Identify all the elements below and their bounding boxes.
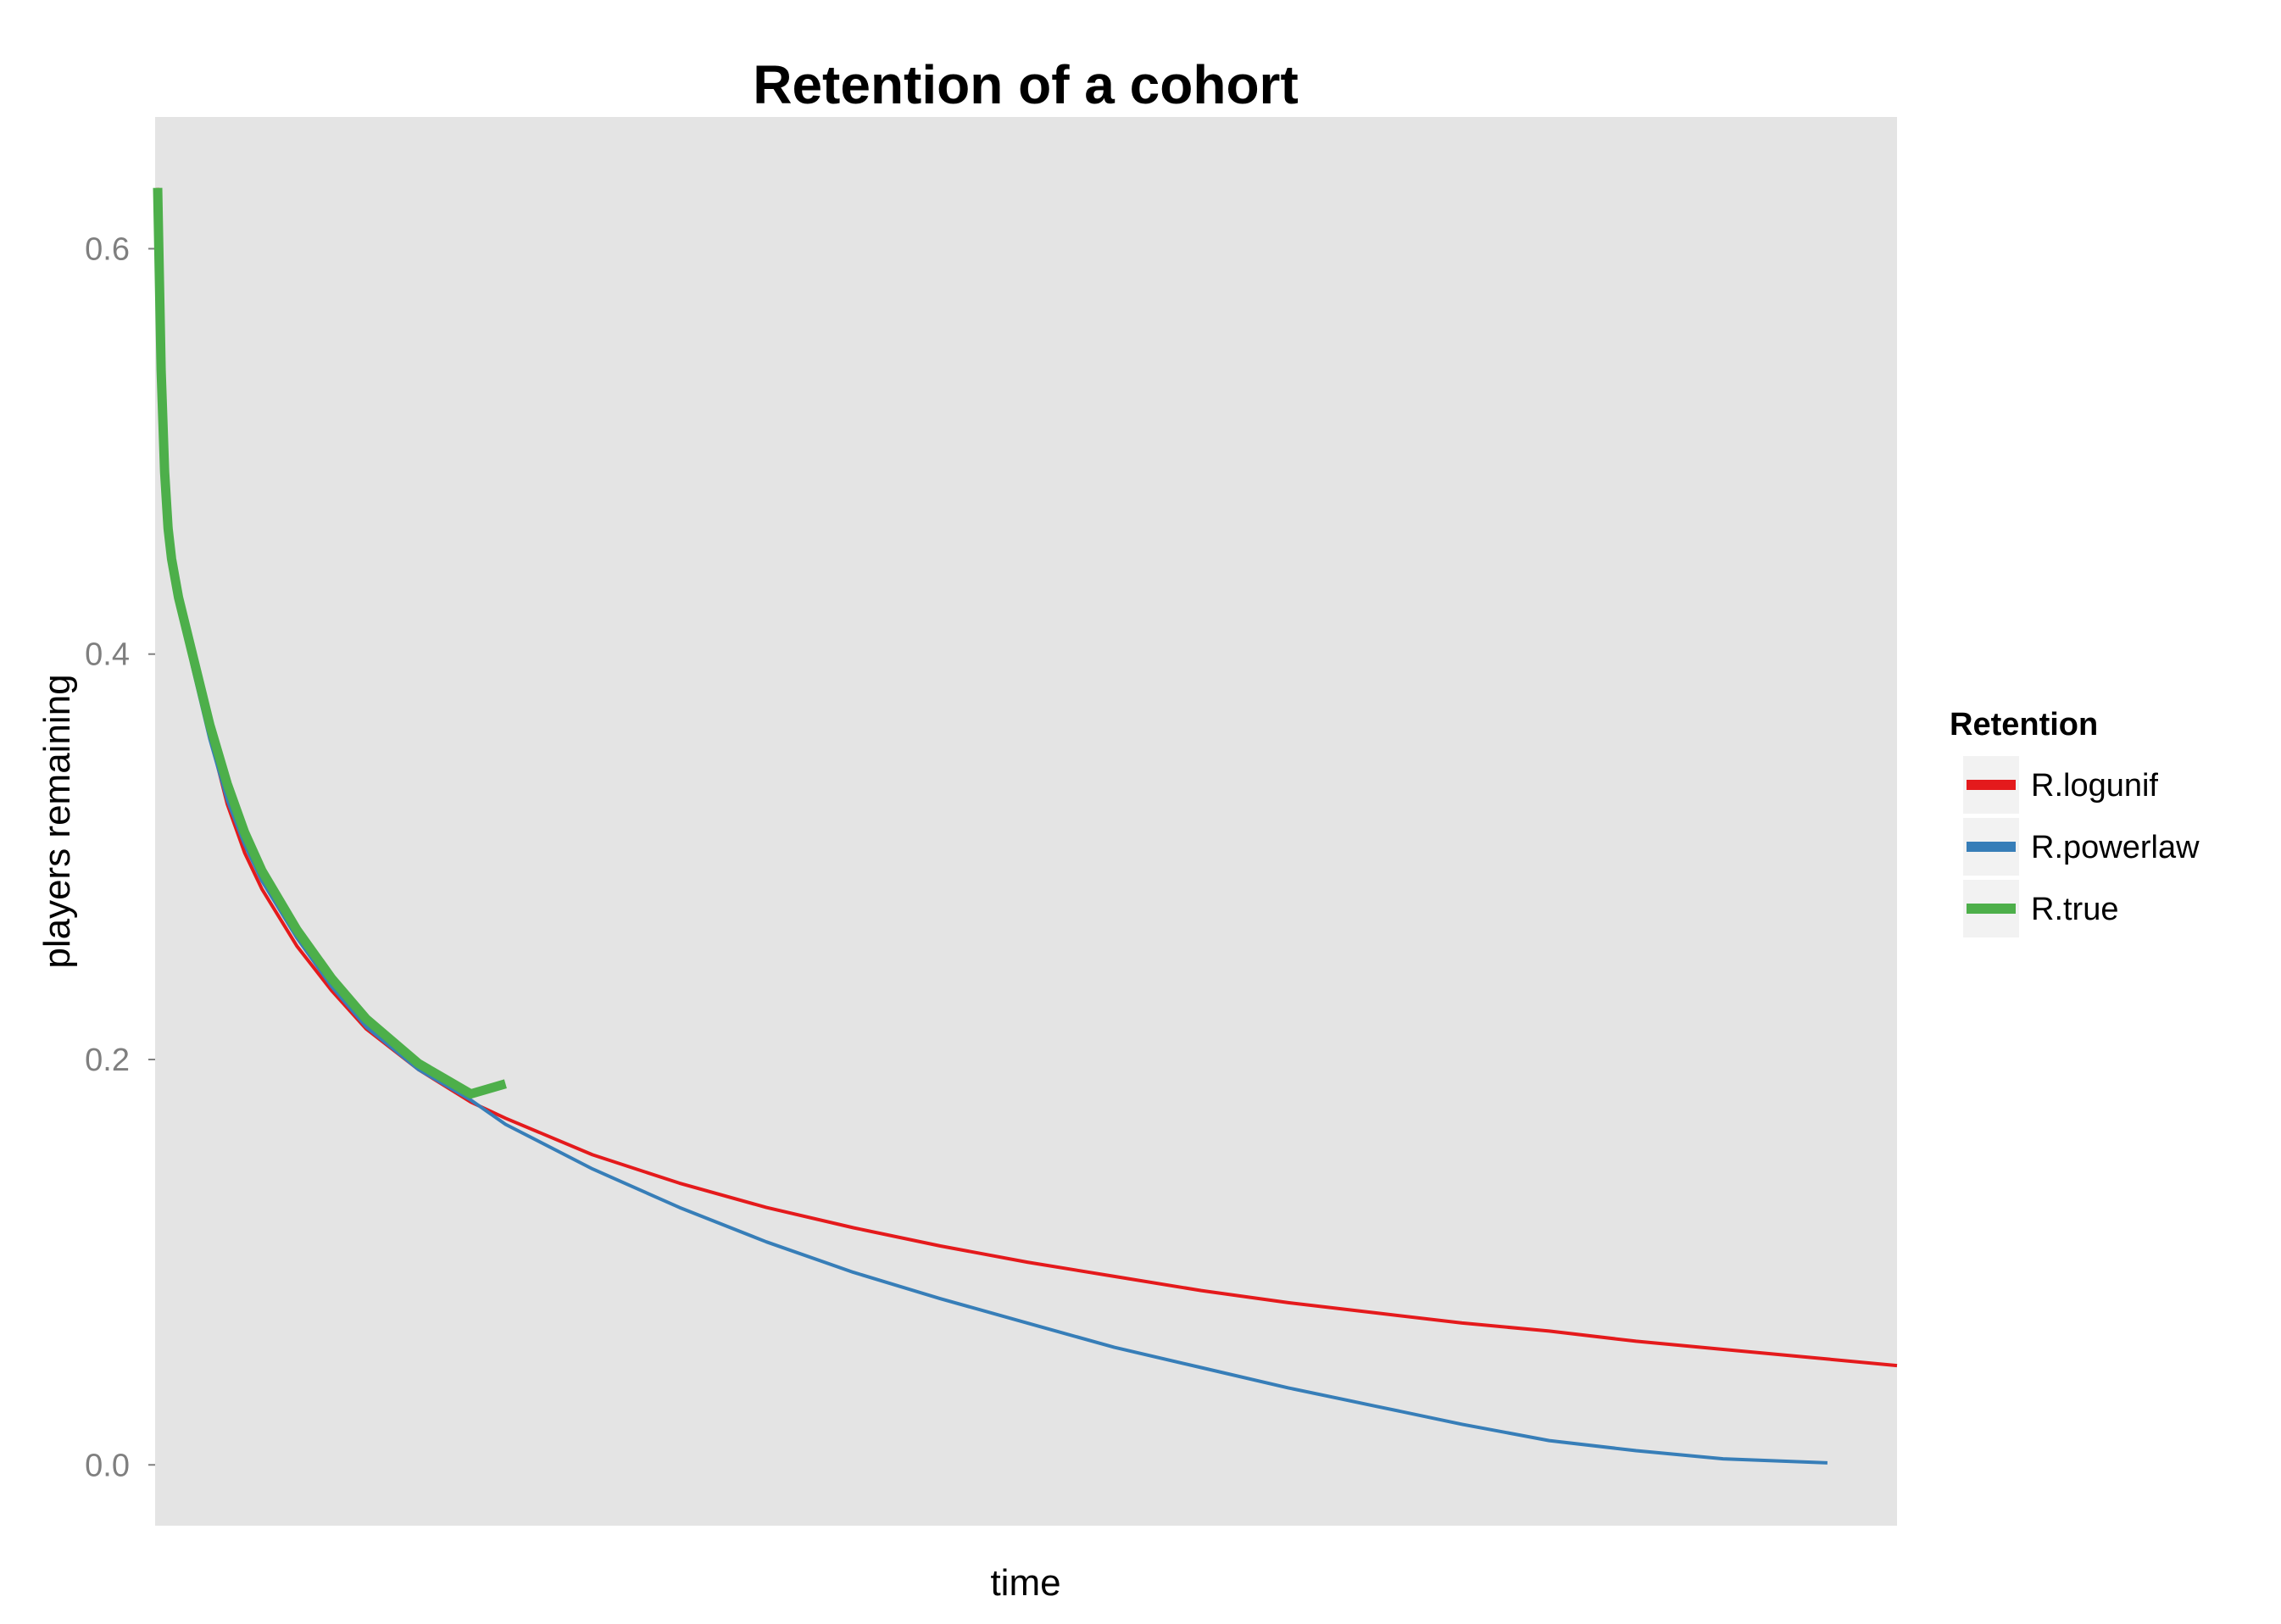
y-tick-label: 0.0	[85, 1448, 130, 1483]
y-tick-label: 0.6	[85, 231, 130, 267]
legend-label: R.logunif	[2031, 768, 2158, 804]
legend-title: Retention	[1950, 707, 2098, 742]
series-line-r-true	[153, 187, 507, 1099]
chart-title: Retention of a cohort	[753, 54, 1299, 115]
legend-items: R.logunif R.powerlaw R.true	[1963, 756, 2200, 937]
y-axis-ticks: 0.0 0.2 0.4 0.6	[85, 231, 155, 1483]
x-axis-title: time	[990, 1562, 1060, 1604]
y-tick-label: 0.2	[85, 1043, 130, 1078]
y-tick-label: 0.4	[85, 637, 130, 673]
plot-panel	[155, 117, 1897, 1526]
series-layer	[153, 187, 1898, 1465]
y-axis-title: players remaining	[36, 674, 78, 968]
legend-label: R.powerlaw	[2031, 830, 2200, 865]
legend: Retention R.logunif R.powerlaw R.true	[1950, 707, 2200, 937]
legend-label: R.true	[2031, 892, 2118, 927]
